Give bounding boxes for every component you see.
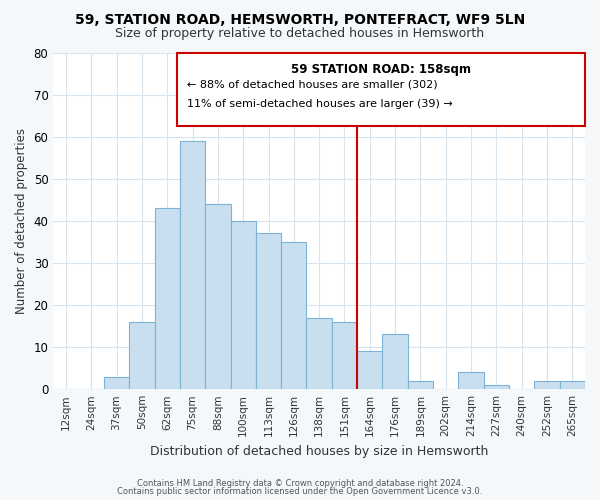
Bar [382,334,408,389]
Text: Contains HM Land Registry data © Crown copyright and database right 2024.: Contains HM Land Registry data © Crown c… [137,478,463,488]
Bar [307,318,332,389]
Bar [332,322,357,389]
Bar [230,221,256,389]
Bar [357,352,382,389]
Bar [205,204,230,389]
Text: 59 STATION ROAD: 158sqm: 59 STATION ROAD: 158sqm [291,63,471,76]
Text: 59, STATION ROAD, HEMSWORTH, PONTEFRACT, WF9 5LN: 59, STATION ROAD, HEMSWORTH, PONTEFRACT,… [75,12,525,26]
X-axis label: Distribution of detached houses by size in Hemsworth: Distribution of detached houses by size … [150,444,488,458]
Bar [458,372,484,389]
Text: ← 88% of detached houses are smaller (302): ← 88% of detached houses are smaller (30… [187,80,438,90]
Bar [535,381,560,389]
Bar [129,322,155,389]
Bar [104,376,129,389]
Bar [178,52,585,126]
Bar [560,381,585,389]
Text: 11% of semi-detached houses are larger (39) →: 11% of semi-detached houses are larger (… [187,99,453,109]
Text: Size of property relative to detached houses in Hemsworth: Size of property relative to detached ho… [115,28,485,40]
Bar [408,381,433,389]
Bar [155,208,180,389]
Bar [484,385,509,389]
Y-axis label: Number of detached properties: Number of detached properties [15,128,28,314]
Bar [281,242,307,389]
Bar [180,141,205,389]
Bar [256,234,281,389]
Text: Contains public sector information licensed under the Open Government Licence v3: Contains public sector information licen… [118,487,482,496]
